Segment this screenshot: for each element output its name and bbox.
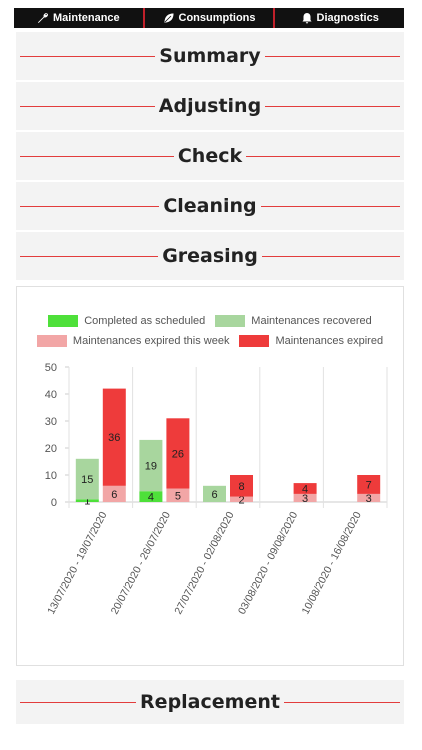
legend-swatch bbox=[36, 335, 67, 347]
bar-segment bbox=[166, 488, 190, 502]
tab-diagnostics-label: Diagnostics bbox=[316, 12, 379, 24]
bar-segment bbox=[293, 493, 317, 502]
y-tick-label: 50 bbox=[45, 362, 57, 374]
y-tick-label: 20 bbox=[45, 443, 57, 455]
bar-segment bbox=[75, 499, 99, 502]
legend-label: Maintenances expired this week bbox=[72, 335, 230, 347]
bar-segment bbox=[203, 485, 226, 502]
x-tick-label: 27/07/2020 - 02/08/2020 bbox=[172, 510, 236, 617]
bar-segment bbox=[166, 418, 190, 489]
x-tick-label: 10/08/2020 - 16/08/2020 bbox=[300, 510, 364, 617]
y-tick-label: 30 bbox=[45, 416, 57, 428]
data-label: 6 bbox=[111, 489, 117, 501]
bar-segment bbox=[102, 388, 126, 486]
x-tick-label: 20/07/2020 - 26/07/2020 bbox=[109, 510, 173, 617]
section-list: Summary Adjusting Check Cleaning Greasin… bbox=[16, 32, 404, 282]
section-adjusting-label: Adjusting bbox=[154, 95, 266, 117]
bar-segment bbox=[230, 475, 253, 497]
tab-maintenance-label: Maintenance bbox=[53, 12, 120, 24]
bar-segment bbox=[357, 475, 381, 494]
legend-swatch bbox=[239, 335, 270, 347]
x-tick-label: 03/08/2020 - 09/08/2020 bbox=[236, 510, 300, 617]
section-cleaning-label: Cleaning bbox=[159, 195, 261, 217]
legend-swatch bbox=[48, 315, 79, 327]
data-label: 6 bbox=[211, 489, 217, 501]
legend-label: Completed as scheduled bbox=[84, 315, 206, 327]
section-check[interactable]: Check bbox=[16, 132, 404, 180]
x-tick-label: 13/07/2020 - 19/07/2020 bbox=[45, 510, 109, 617]
wrench-icon bbox=[37, 12, 49, 24]
leaf-icon bbox=[163, 12, 175, 24]
bell-icon bbox=[301, 12, 313, 24]
data-label: 2 bbox=[238, 494, 244, 506]
legend-label: Maintenances expired bbox=[275, 335, 384, 347]
data-label: 4 bbox=[148, 492, 154, 504]
data-label: 3 bbox=[366, 493, 372, 505]
legend-label: Maintenances recovered bbox=[251, 315, 372, 327]
section-adjusting[interactable]: Adjusting bbox=[16, 82, 404, 130]
legend-completed[interactable]: Completed as scheduled bbox=[48, 315, 205, 327]
data-label: 3 bbox=[302, 493, 308, 505]
bar-segment bbox=[357, 493, 381, 502]
maintenance-chart-card: Completed as scheduled Maintenances reco… bbox=[16, 286, 404, 666]
tab-consumptions[interactable]: Consumptions bbox=[145, 8, 276, 28]
y-tick-label: 10 bbox=[45, 470, 57, 482]
section-replacement-label: Replacement bbox=[136, 691, 284, 713]
legend-swatch bbox=[215, 315, 246, 327]
data-label: 36 bbox=[108, 432, 120, 444]
bar-segment bbox=[139, 439, 163, 492]
section-summary[interactable]: Summary bbox=[16, 32, 404, 80]
bar-segment bbox=[102, 485, 126, 502]
section-greasing[interactable]: Greasing bbox=[16, 232, 404, 280]
y-tick-label: 40 bbox=[45, 389, 57, 401]
legend-expired-week[interactable]: Maintenances expired this week bbox=[36, 335, 230, 347]
bar-segment bbox=[75, 458, 99, 500]
section-summary-label: Summary bbox=[155, 45, 265, 67]
legend-expired[interactable]: Maintenances expired bbox=[239, 335, 383, 347]
data-label: 8 bbox=[238, 481, 244, 493]
bar-segment bbox=[139, 491, 163, 502]
section-check-label: Check bbox=[173, 145, 247, 167]
legend-recovered[interactable]: Maintenances recovered bbox=[215, 315, 372, 327]
tab-maintenance[interactable]: Maintenance bbox=[14, 8, 145, 28]
data-label: 7 bbox=[366, 479, 372, 491]
tab-diagnostics[interactable]: Diagnostics bbox=[275, 8, 404, 28]
tab-consumptions-label: Consumptions bbox=[178, 12, 256, 24]
top-nav: Maintenance Consumptions Diagnostics bbox=[14, 8, 404, 28]
chart-legend: Completed as scheduled Maintenances reco… bbox=[17, 315, 403, 355]
y-tick-label: 0 bbox=[51, 497, 57, 509]
section-greasing-label: Greasing bbox=[158, 245, 262, 267]
section-cleaning[interactable]: Cleaning bbox=[16, 182, 404, 230]
data-label: 1 bbox=[84, 496, 90, 508]
bar-segment bbox=[230, 496, 253, 502]
data-label: 5 bbox=[175, 490, 181, 502]
data-label: 4 bbox=[302, 484, 308, 496]
bar-segment bbox=[293, 483, 317, 494]
data-label: 19 bbox=[145, 461, 157, 473]
data-label: 15 bbox=[81, 474, 93, 486]
data-label: 26 bbox=[172, 448, 184, 460]
section-replacement[interactable]: Replacement bbox=[16, 680, 404, 724]
